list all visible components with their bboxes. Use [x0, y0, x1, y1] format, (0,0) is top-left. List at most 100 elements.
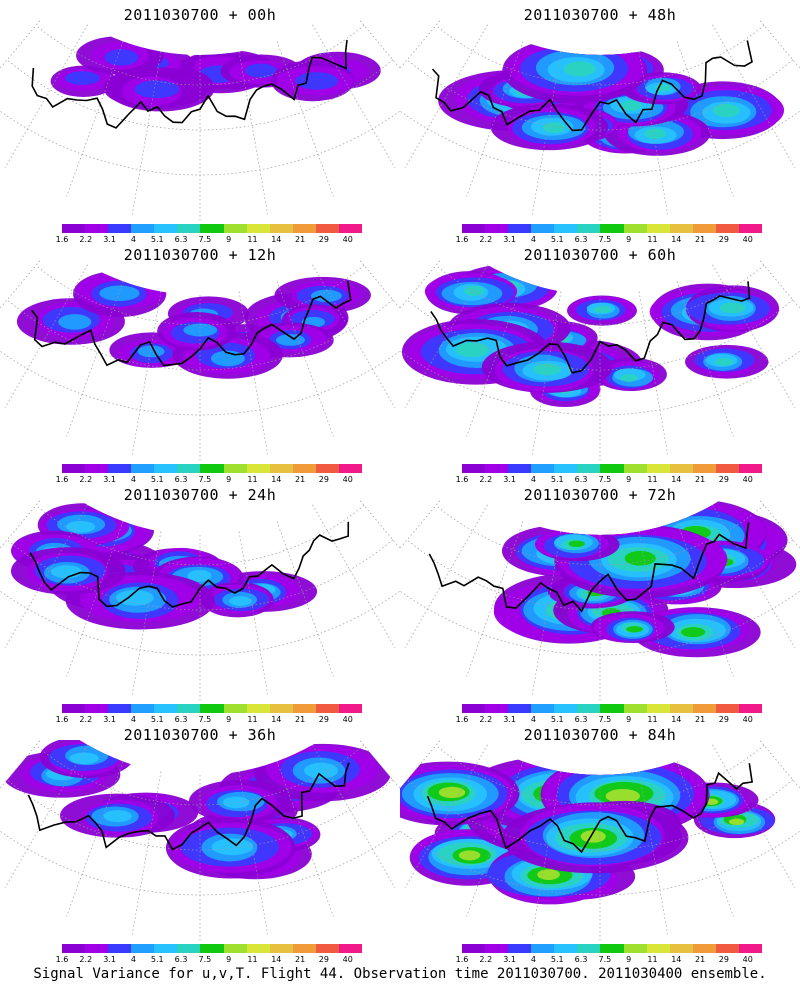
meridian-line: [638, 531, 669, 695]
colorbar-tick-label: 40: [342, 475, 353, 484]
colorbar-segment: [108, 224, 132, 233]
colorbar-segment: [692, 224, 716, 233]
variance-contour: [183, 323, 218, 337]
meridian-line: [312, 504, 396, 648]
colorbar-tick-label: 4: [530, 235, 536, 244]
variance-contour: [222, 796, 250, 809]
map-panel: 2011030700 + 00h 1.6 2.2 3.1 4 5.1 6.3 7.5 9 11 14…: [0, 0, 400, 244]
colorbar-tick-label: 2.2: [479, 475, 493, 484]
latitude-line: [406, 779, 794, 851]
colorbar-tick-label: 11: [247, 715, 258, 724]
colorbar-segment: [738, 224, 763, 233]
colorbar-segment: [600, 944, 624, 953]
latitude-line: [6, 539, 394, 611]
colorbar-tick-label: 11: [247, 475, 258, 484]
colorbar-tick-label: 4: [130, 955, 136, 964]
coastline: [31, 280, 352, 367]
colorbar-tick-label: 11: [647, 955, 658, 964]
colorbar-segment: [715, 944, 739, 953]
latitude-line: [6, 779, 394, 851]
colorbar-segment: [669, 464, 693, 473]
colorbar-tick-label: 1.6: [55, 955, 69, 964]
variance-contour: [137, 345, 165, 358]
latitude-line: [435, 25, 765, 86]
colorbar-tick-label: 21: [695, 235, 706, 244]
variance-contour: [187, 569, 212, 582]
colorbar-segment: [131, 704, 155, 713]
colorbar-segment: [85, 944, 109, 953]
variance-contour: [580, 830, 606, 843]
colorbar-tick-label: 6.3: [174, 235, 188, 244]
colorbar-segment: [223, 224, 247, 233]
panel-title: 2011030700 + 72h: [523, 486, 677, 504]
forecast-map: [400, 500, 800, 700]
colorbar-tick-label: 1.6: [55, 235, 69, 244]
colorbar-segment: [531, 464, 555, 473]
meridian-line: [404, 504, 488, 648]
variance-contour: [532, 363, 562, 376]
variance-contour: [244, 63, 278, 78]
colorbar-segment: [131, 944, 155, 953]
colorbar-segment: [269, 944, 293, 953]
colorbar: [462, 464, 763, 473]
variance-contour: [310, 289, 342, 302]
colorbar-segment: [292, 704, 316, 713]
meridian-line: [131, 51, 162, 215]
colorbar-segment: [177, 704, 201, 713]
colorbar-segment: [338, 944, 363, 953]
meridian-line: [466, 521, 524, 677]
panel-title: 2011030700 + 60h: [523, 246, 677, 264]
colorbar-tick-label: 14: [671, 475, 682, 484]
colorbar-segment: [715, 704, 739, 713]
colorbar-tick-label: 29: [318, 235, 329, 244]
colorbar-segment: [269, 464, 293, 473]
meridian-line: [676, 761, 734, 917]
colorbar-tick-label: 1.6: [455, 715, 469, 724]
colorbar-segment: [177, 464, 201, 473]
panel-title: 2011030700 + 36h: [123, 726, 277, 744]
colorbar-labels: 1.6 2.2 3.1 4 5.1 6.3 7.5 9 11 14 21 29 40: [456, 955, 776, 965]
colorbar-segment: [62, 944, 86, 953]
colorbar-segment: [338, 704, 363, 713]
colorbar-segment: [154, 704, 178, 713]
colorbar: [62, 224, 363, 233]
meridian-line: [638, 51, 669, 215]
colorbar-segment: [338, 464, 363, 473]
colorbar-segment: [508, 944, 532, 953]
coastline: [428, 522, 750, 613]
colorbar-labels: 1.6 2.2 3.1 4 5.1 6.3 7.5 9 11 14 21 29 40: [56, 475, 376, 485]
colorbar-segment: [246, 704, 270, 713]
colorbar-segment: [200, 464, 224, 473]
colorbar-segment: [531, 224, 555, 233]
colorbar: [462, 944, 763, 953]
colorbar-segment: [269, 224, 293, 233]
forecast-map: [0, 260, 400, 460]
variance-contour: [455, 342, 489, 358]
colorbar-segment: [177, 224, 201, 233]
map-panel: 2011030700 + 84h 1.6 2.2 3.1 4 5.1 6.3 7.5 9 11 14…: [400, 720, 800, 964]
colorbar-tick-label: 21: [295, 955, 306, 964]
meridian-line: [466, 281, 524, 437]
colorbar-tick-label: 40: [342, 235, 353, 244]
colorbar-tick-label: 40: [342, 955, 353, 964]
coastline: [27, 762, 350, 851]
colorbar-tick-label: 40: [742, 955, 753, 964]
colorbar: [62, 464, 363, 473]
latitude-line: [35, 25, 365, 86]
colorbar-tick-label: 2.2: [79, 955, 93, 964]
colorbar-tick-label: 2.2: [79, 235, 93, 244]
colorbar-tick-label: 29: [718, 235, 729, 244]
colorbar-tick-label: 21: [695, 955, 706, 964]
variance-contour: [64, 71, 101, 85]
colorbar-segment: [600, 464, 624, 473]
colorbar-segment: [715, 464, 739, 473]
colorbar-segment: [462, 944, 486, 953]
colorbar-segment: [485, 944, 509, 953]
colorbar-tick-label: 9: [626, 235, 632, 244]
latitude-line: [6, 59, 394, 131]
coastline: [31, 39, 348, 129]
colorbar-tick-label: 21: [695, 475, 706, 484]
colorbar-segment: [462, 704, 486, 713]
variance-contour: [542, 122, 566, 133]
meridian-line: [400, 500, 442, 549]
